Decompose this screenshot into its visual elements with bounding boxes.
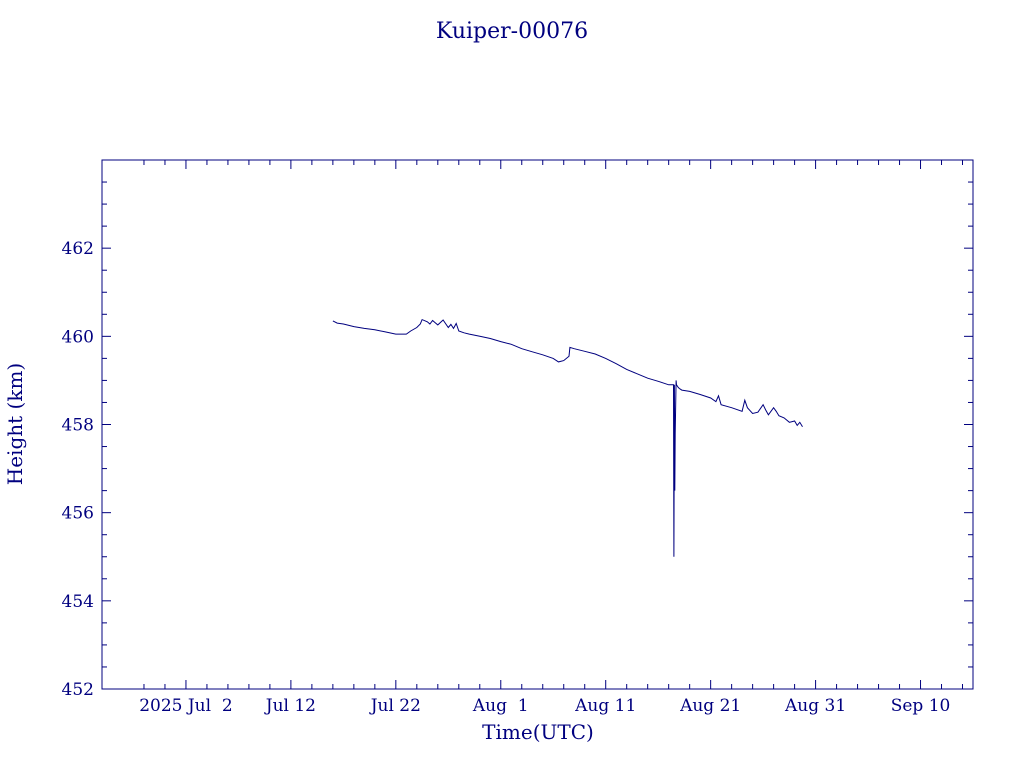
y-axis-label: Height (km)	[3, 363, 27, 485]
x-tick-label: Sep 10	[891, 696, 951, 716]
x-tick-label: Jul 22	[369, 696, 421, 716]
x-tick-label: 2025 Jul 2	[139, 696, 233, 716]
series-layer	[332, 318, 803, 557]
x-tick-label: Aug 1	[472, 696, 529, 716]
x-tick-label: Aug 31	[784, 696, 846, 716]
x-tick-label: Aug 21	[679, 696, 741, 716]
y-tick-label: 454	[62, 592, 94, 612]
y-tick-label: 452	[62, 680, 94, 700]
y-tick-label: 462	[62, 239, 94, 259]
x-tick-label: Jul 12	[264, 696, 316, 716]
chart-title: Kuiper-00076	[436, 19, 588, 44]
x-axis-label: Time(UTC)	[482, 720, 594, 744]
y-tick-label: 460	[62, 327, 94, 347]
height-series-line	[332, 318, 803, 557]
plot-frame	[101, 159, 974, 690]
y-tick-label: 456	[62, 504, 94, 524]
y-tick-label: 458	[62, 416, 94, 436]
x-axis: 2025 Jul 2 Jul 12 Jul 22 Aug 1 Aug 11 Aug 21 A…	[139, 160, 964, 716]
x-tick-label: Aug 11	[574, 696, 636, 716]
y-axis: 452 454 456 458 460 462	[62, 159, 973, 700]
